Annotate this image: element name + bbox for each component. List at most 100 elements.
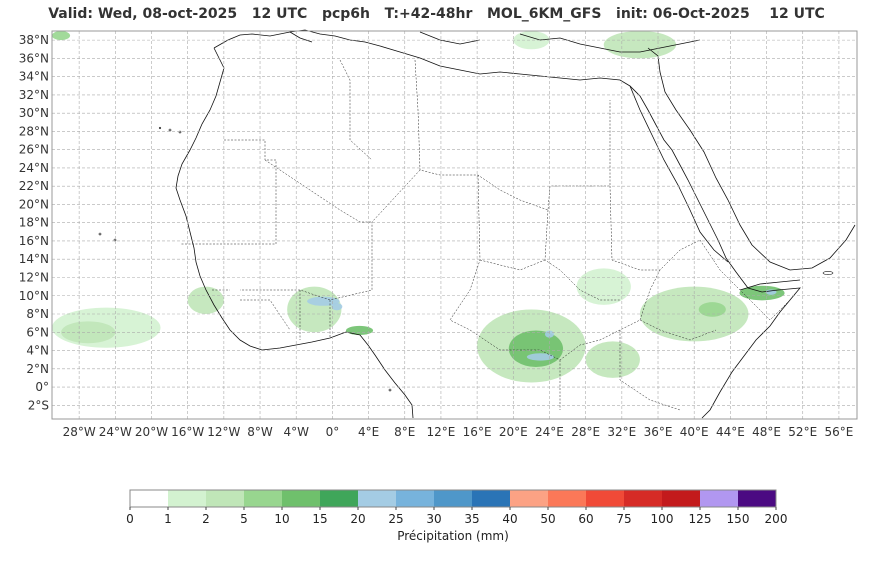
lat-tick-label: 30°N xyxy=(19,106,49,120)
colorbar-swatch xyxy=(738,490,777,507)
colorbar-tick-label: 10 xyxy=(274,512,289,526)
map-frame xyxy=(51,30,858,420)
colorbar-tick-label: 15 xyxy=(312,512,327,526)
precip-area-sudan-south xyxy=(576,268,631,305)
precip-area-azores xyxy=(52,31,71,41)
lat-tick-label: 32°N xyxy=(19,88,49,102)
colorbar-tick-label: 25 xyxy=(388,512,403,526)
colorbar-swatch xyxy=(396,490,435,507)
lat-tick-label: 36°N xyxy=(19,51,49,65)
colorbar-swatch xyxy=(434,490,473,507)
colorbar-tick-label: 30 xyxy=(426,512,441,526)
colorbar-swatch xyxy=(244,490,283,507)
lon-tick-label: 48°E xyxy=(752,425,781,439)
lat-tick-label: 12°N xyxy=(19,270,49,284)
gulf-of-aden xyxy=(739,279,801,291)
colorbar-tick-label: 100 xyxy=(651,512,674,526)
colorbar-swatch xyxy=(700,490,739,507)
colorbar-label: Précipitation (mm) xyxy=(397,529,509,543)
lat-tick-label: 24°N xyxy=(19,161,49,175)
colorbar-tick-label: 0 xyxy=(126,512,134,526)
lat-tick-label: 2°N xyxy=(26,362,49,376)
lon-tick-label: 24°E xyxy=(535,425,564,439)
colorbar-swatch xyxy=(168,490,207,507)
lat-tick-label: 22°N xyxy=(19,179,49,193)
colorbar-tick-label: 75 xyxy=(616,512,631,526)
precip-area-cote-divoire xyxy=(287,286,342,333)
precip-area-guinea-coast xyxy=(187,286,224,315)
colorbar-tick-label: 2 xyxy=(202,512,210,526)
africa-coastline xyxy=(175,29,801,419)
colorbar-swatch xyxy=(472,490,511,507)
lat-tick-label: 20°N xyxy=(19,197,49,211)
lon-tick-label: 0° xyxy=(326,425,340,439)
lon-tick-label: 28°E xyxy=(571,425,600,439)
precip-area-car-core xyxy=(508,330,564,367)
lon-tick-label: 16°W xyxy=(171,425,204,439)
colorbar-swatch xyxy=(510,490,549,507)
colorbar-swatch xyxy=(358,490,397,507)
lat-tick-label: 0° xyxy=(35,380,49,394)
lon-tick-label: 12°E xyxy=(427,425,456,439)
colorbar-swatch xyxy=(586,490,625,507)
colorbar-outline xyxy=(129,489,777,508)
precip-area-burkina-cell xyxy=(307,296,340,306)
lon-tick-label: 16°E xyxy=(463,425,492,439)
border-lines xyxy=(180,59,791,411)
lat-tick-label: 14°N xyxy=(19,252,49,266)
colorbar-tick-label: 1 xyxy=(164,512,172,526)
colorbar-tick-label: 150 xyxy=(727,512,750,526)
lat-tick-label: 2°S xyxy=(28,398,49,412)
lat-tick-label: 34°N xyxy=(19,70,49,84)
colorbar-tick-label: 200 xyxy=(765,512,788,526)
lon-tick-label: 24°W xyxy=(99,425,132,439)
arabia-coastline xyxy=(647,47,856,271)
lon-tick-label: 20°W xyxy=(135,425,168,439)
colorbar-tick-label: 5 xyxy=(240,512,248,526)
red-sea-coast xyxy=(629,85,729,263)
lat-tick-label: 26°N xyxy=(19,143,49,157)
colorbar-swatch xyxy=(130,490,169,507)
axis-ticks: 38°N 36°N 34°N 32°N 30°N 28°N 26°N 24°N 22°N 20°N… xyxy=(19,33,854,439)
lat-tick-label: 4°N xyxy=(26,344,49,358)
precip-area-greece xyxy=(513,31,550,50)
lon-tick-label: 8°W xyxy=(247,425,273,439)
lon-tick-label: 56°E xyxy=(824,425,853,439)
colorbar-tick-label: 20 xyxy=(350,512,365,526)
colorbar-tick-label: 60 xyxy=(578,512,593,526)
map-title: Valid: Wed, 08-oct-2025 12 UTC pcp6h T:+… xyxy=(48,6,825,22)
precip-area-turkey xyxy=(603,31,677,59)
colorbar-tick-label: 50 xyxy=(540,512,555,526)
lon-tick-label: 4°W xyxy=(283,425,309,439)
lat-tick-label: 28°N xyxy=(19,124,49,138)
lon-tick-label: 20°E xyxy=(499,425,528,439)
colorbar-swatch xyxy=(320,490,359,507)
lon-tick-label: 32°E xyxy=(607,425,636,439)
lon-tick-label: 36°E xyxy=(644,425,673,439)
colorbar-tick-label: 40 xyxy=(502,512,517,526)
lat-tick-label: 16°N xyxy=(19,234,49,248)
colorbar-swatch xyxy=(548,490,587,507)
lon-tick-label: 52°E xyxy=(788,425,817,439)
lon-tick-label: 44°E xyxy=(716,425,745,439)
colorbar-swatch xyxy=(662,490,701,507)
lat-tick-label: 8°N xyxy=(26,307,49,321)
gridlines xyxy=(52,31,857,419)
precip-area-ethiopia-core xyxy=(698,302,726,317)
precipitation-layer xyxy=(51,31,785,383)
precip-area-burkina-cell-2 xyxy=(331,303,343,311)
precip-area-car-hot xyxy=(526,353,554,361)
lon-tick-label: 28°W xyxy=(63,425,96,439)
colorbar-swatch xyxy=(206,490,245,507)
europe-coastline xyxy=(289,31,701,53)
lat-tick-label: 6°N xyxy=(26,325,49,339)
lat-tick-label: 18°N xyxy=(19,216,49,230)
lon-tick-label: 4°E xyxy=(358,425,379,439)
colorbar: 0 1 2 5 10 15 20 25 30 35 40 50 60 75 100 125 150 200Préc… xyxy=(126,489,788,543)
lon-tick-label: 8°E xyxy=(394,425,415,439)
colorbar-tick-label: 35 xyxy=(464,512,479,526)
precip-area-somaliland xyxy=(739,285,785,301)
lon-tick-label: 12°W xyxy=(207,425,240,439)
colorbar-swatch xyxy=(282,490,321,507)
